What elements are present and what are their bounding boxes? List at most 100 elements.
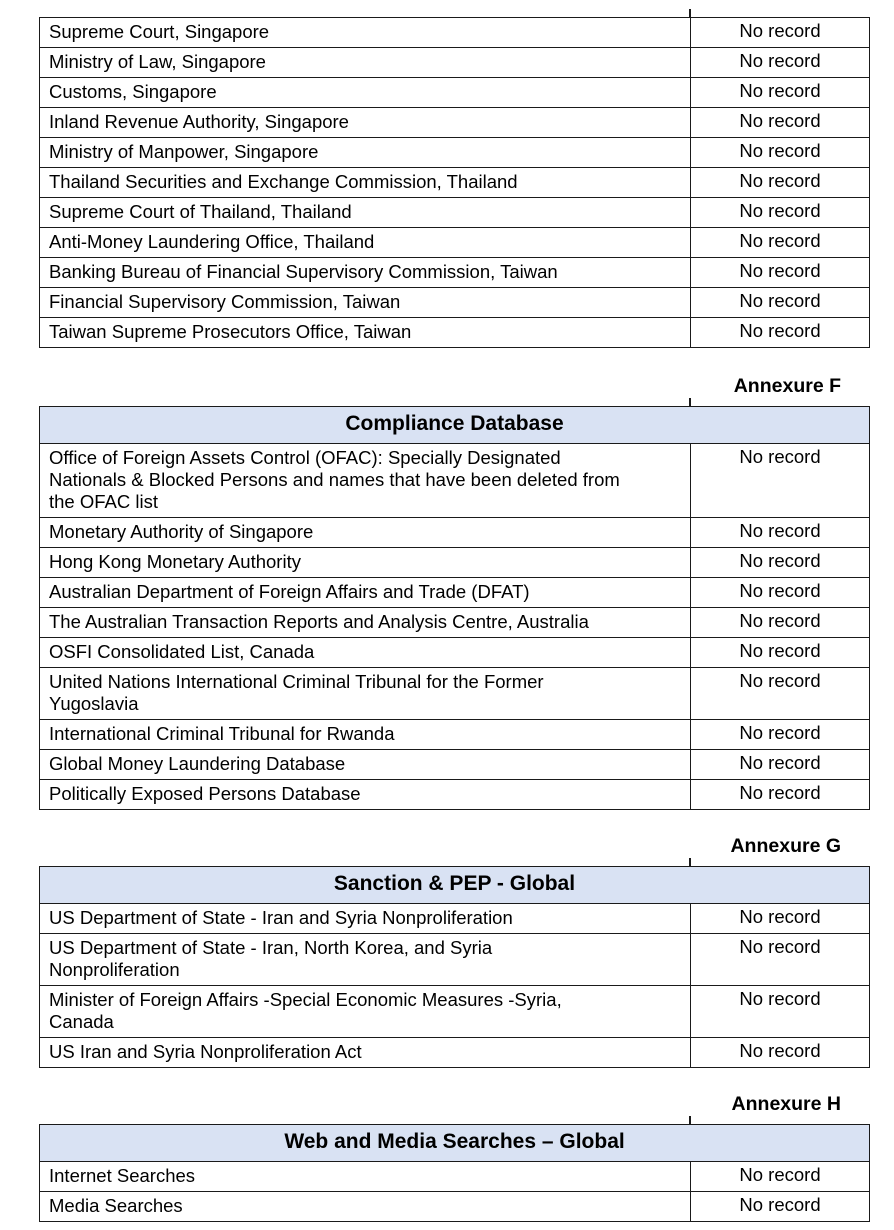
table-row: US Department of State - Iran and Syria … bbox=[39, 903, 870, 934]
sanction-pep-table-body: US Department of State - Iran and Syria … bbox=[39, 903, 870, 1068]
compliance-database-table: Compliance Database Office of Foreign As… bbox=[39, 406, 870, 810]
table-row: Customs, Singapore No record bbox=[39, 77, 870, 108]
result-cell: No record bbox=[690, 77, 870, 108]
court-records-table: Supreme Court, Singapore No record Ministr… bbox=[39, 17, 870, 348]
source-cell: Media Searches bbox=[39, 1191, 691, 1222]
result-cell: No record bbox=[690, 197, 870, 228]
source-cell: Australian Department of Foreign Affairs… bbox=[39, 577, 691, 608]
result-cell: No record bbox=[690, 749, 870, 780]
table-header-row: Compliance Database bbox=[39, 406, 870, 444]
table-row: Supreme Court, Singapore No record bbox=[39, 17, 870, 48]
source-cell: Office of Foreign Assets Control (OFAC):… bbox=[39, 443, 691, 518]
result-cell: No record bbox=[690, 517, 870, 548]
column-divider-tick bbox=[689, 1116, 691, 1124]
table-row: US Iran and Syria Nonproliferation Act No… bbox=[39, 1037, 870, 1068]
table-row: Internet Searches No record bbox=[39, 1161, 871, 1192]
result-cell: No record bbox=[689, 1161, 871, 1192]
table-row: US Department of State - Iran, North Kor… bbox=[39, 933, 870, 986]
source-cell: Thailand Securities and Exchange Commiss… bbox=[39, 167, 691, 198]
table-row: Monetary Authority of Singapore No record bbox=[39, 517, 870, 548]
table-section-compliance-database: Compliance Database Office of Foreign As… bbox=[39, 398, 870, 810]
result-cell: No record bbox=[690, 637, 870, 668]
result-cell: No record bbox=[690, 17, 870, 48]
web-media-table-body: Internet Searches No record Media Searches… bbox=[39, 1161, 871, 1222]
source-cell: US Iran and Syria Nonproliferation Act bbox=[39, 1037, 691, 1068]
table-row: OSFI Consolidated List, Canada No record bbox=[39, 637, 870, 668]
compliance-database-table-body: Office of Foreign Assets Control (OFAC):… bbox=[39, 443, 870, 810]
source-cell: Global Money Laundering Database bbox=[39, 749, 691, 780]
source-cell: OSFI Consolidated List, Canada bbox=[39, 637, 691, 668]
table-title-compliance-database: Compliance Database bbox=[39, 406, 870, 444]
result-cell: No record bbox=[690, 317, 870, 348]
page-content: Supreme Court, Singapore No record Ministr… bbox=[38, 9, 871, 1222]
table-row: Global Money Laundering Database No recor… bbox=[39, 749, 870, 780]
source-cell: Supreme Court of Thailand, Thailand bbox=[39, 197, 691, 228]
source-cell: Politically Exposed Persons Database bbox=[39, 779, 691, 810]
source-cell: United Nations International Criminal Tr… bbox=[39, 667, 691, 720]
table-row: Ministry of Manpower, Singapore No record bbox=[39, 137, 870, 168]
result-cell: No record bbox=[690, 903, 870, 934]
table-row: United Nations International Criminal Tr… bbox=[39, 667, 870, 720]
table-row: Minister of Foreign Affairs -Special Eco… bbox=[39, 985, 870, 1038]
source-cell: International Criminal Tribunal for Rwan… bbox=[39, 719, 691, 750]
table-row: Ministry of Law, Singapore No record bbox=[39, 47, 870, 78]
column-divider-tick bbox=[689, 9, 691, 17]
result-cell: No record bbox=[690, 577, 870, 608]
table-row: International Criminal Tribunal for Rwan… bbox=[39, 719, 870, 750]
source-cell: Minister of Foreign Affairs -Special Eco… bbox=[39, 985, 691, 1038]
annexure-label-g: Annexure G bbox=[730, 835, 841, 857]
source-cell: Financial Supervisory Commission, Taiwan bbox=[39, 287, 691, 318]
source-cell: Supreme Court, Singapore bbox=[39, 17, 691, 48]
source-cell: The Australian Transaction Reports and A… bbox=[39, 607, 691, 638]
table-row: Taiwan Supreme Prosecutors Office, Taiwa… bbox=[39, 317, 870, 348]
column-divider-tick bbox=[689, 858, 691, 866]
source-cell: Taiwan Supreme Prosecutors Office, Taiwa… bbox=[39, 317, 691, 348]
result-cell: No record bbox=[690, 227, 870, 258]
table-section-web-media: Web and Media Searches – Global Internet… bbox=[38, 1116, 871, 1222]
table-row: Politically Exposed Persons Database No r… bbox=[39, 779, 870, 810]
table-row: Inland Revenue Authority, Singapore No re… bbox=[39, 107, 870, 138]
table-row: Office of Foreign Assets Control (OFAC):… bbox=[39, 443, 870, 518]
table-row: The Australian Transaction Reports and A… bbox=[39, 607, 870, 638]
annexure-label-h: Annexure H bbox=[731, 1093, 841, 1115]
table-section-sanction-pep: Sanction & PEP - Global US Department of… bbox=[39, 858, 870, 1068]
source-cell: Hong Kong Monetary Authority bbox=[39, 547, 691, 578]
source-cell: US Department of State - Iran, North Kor… bbox=[39, 933, 691, 986]
table-row: Financial Supervisory Commission, Taiwan… bbox=[39, 287, 870, 318]
source-cell: US Department of State - Iran and Syria … bbox=[39, 903, 691, 934]
table-row: Media Searches No record bbox=[39, 1191, 871, 1222]
table-row: Thailand Securities and Exchange Commiss… bbox=[39, 167, 870, 198]
table-row: Banking Bureau of Financial Supervisory … bbox=[39, 257, 870, 288]
result-cell: No record bbox=[690, 47, 870, 78]
table-header-row: Web and Media Searches – Global bbox=[38, 1124, 871, 1162]
source-cell: Inland Revenue Authority, Singapore bbox=[39, 107, 691, 138]
source-cell: Ministry of Law, Singapore bbox=[39, 47, 691, 78]
court-records-table-body: Supreme Court, Singapore No record Ministr… bbox=[39, 17, 870, 348]
table-row: Supreme Court of Thailand, Thailand No re… bbox=[39, 197, 870, 228]
source-cell: Customs, Singapore bbox=[39, 77, 691, 108]
source-cell: Banking Bureau of Financial Supervisory … bbox=[39, 257, 691, 288]
source-cell: Ministry of Manpower, Singapore bbox=[39, 137, 691, 168]
table-row: Anti-Money Laundering Office, Thailand No… bbox=[39, 227, 870, 258]
result-cell: No record bbox=[690, 107, 870, 138]
table-section-court-records: Supreme Court, Singapore No record Ministr… bbox=[39, 9, 870, 348]
source-cell: Anti-Money Laundering Office, Thailand bbox=[39, 227, 691, 258]
annexure-label-f: Annexure F bbox=[733, 375, 841, 397]
result-cell: No record bbox=[690, 719, 870, 750]
result-cell: No record bbox=[690, 1037, 870, 1068]
web-media-table: Web and Media Searches – Global Internet… bbox=[38, 1124, 871, 1222]
column-divider-tick bbox=[689, 398, 691, 406]
table-title-web-media: Web and Media Searches – Global bbox=[38, 1124, 871, 1162]
source-cell: Internet Searches bbox=[39, 1161, 691, 1192]
result-cell: No record bbox=[690, 607, 870, 638]
result-cell: No record bbox=[690, 167, 870, 198]
table-header-row: Sanction & PEP - Global bbox=[39, 866, 870, 904]
result-cell: No record bbox=[690, 779, 870, 810]
result-cell: No record bbox=[690, 667, 870, 720]
sanction-pep-table: Sanction & PEP - Global US Department of… bbox=[39, 866, 870, 1068]
result-cell: No record bbox=[690, 287, 870, 318]
result-cell: No record bbox=[690, 443, 870, 518]
table-row: Hong Kong Monetary Authority No record bbox=[39, 547, 870, 578]
result-cell: No record bbox=[690, 257, 870, 288]
